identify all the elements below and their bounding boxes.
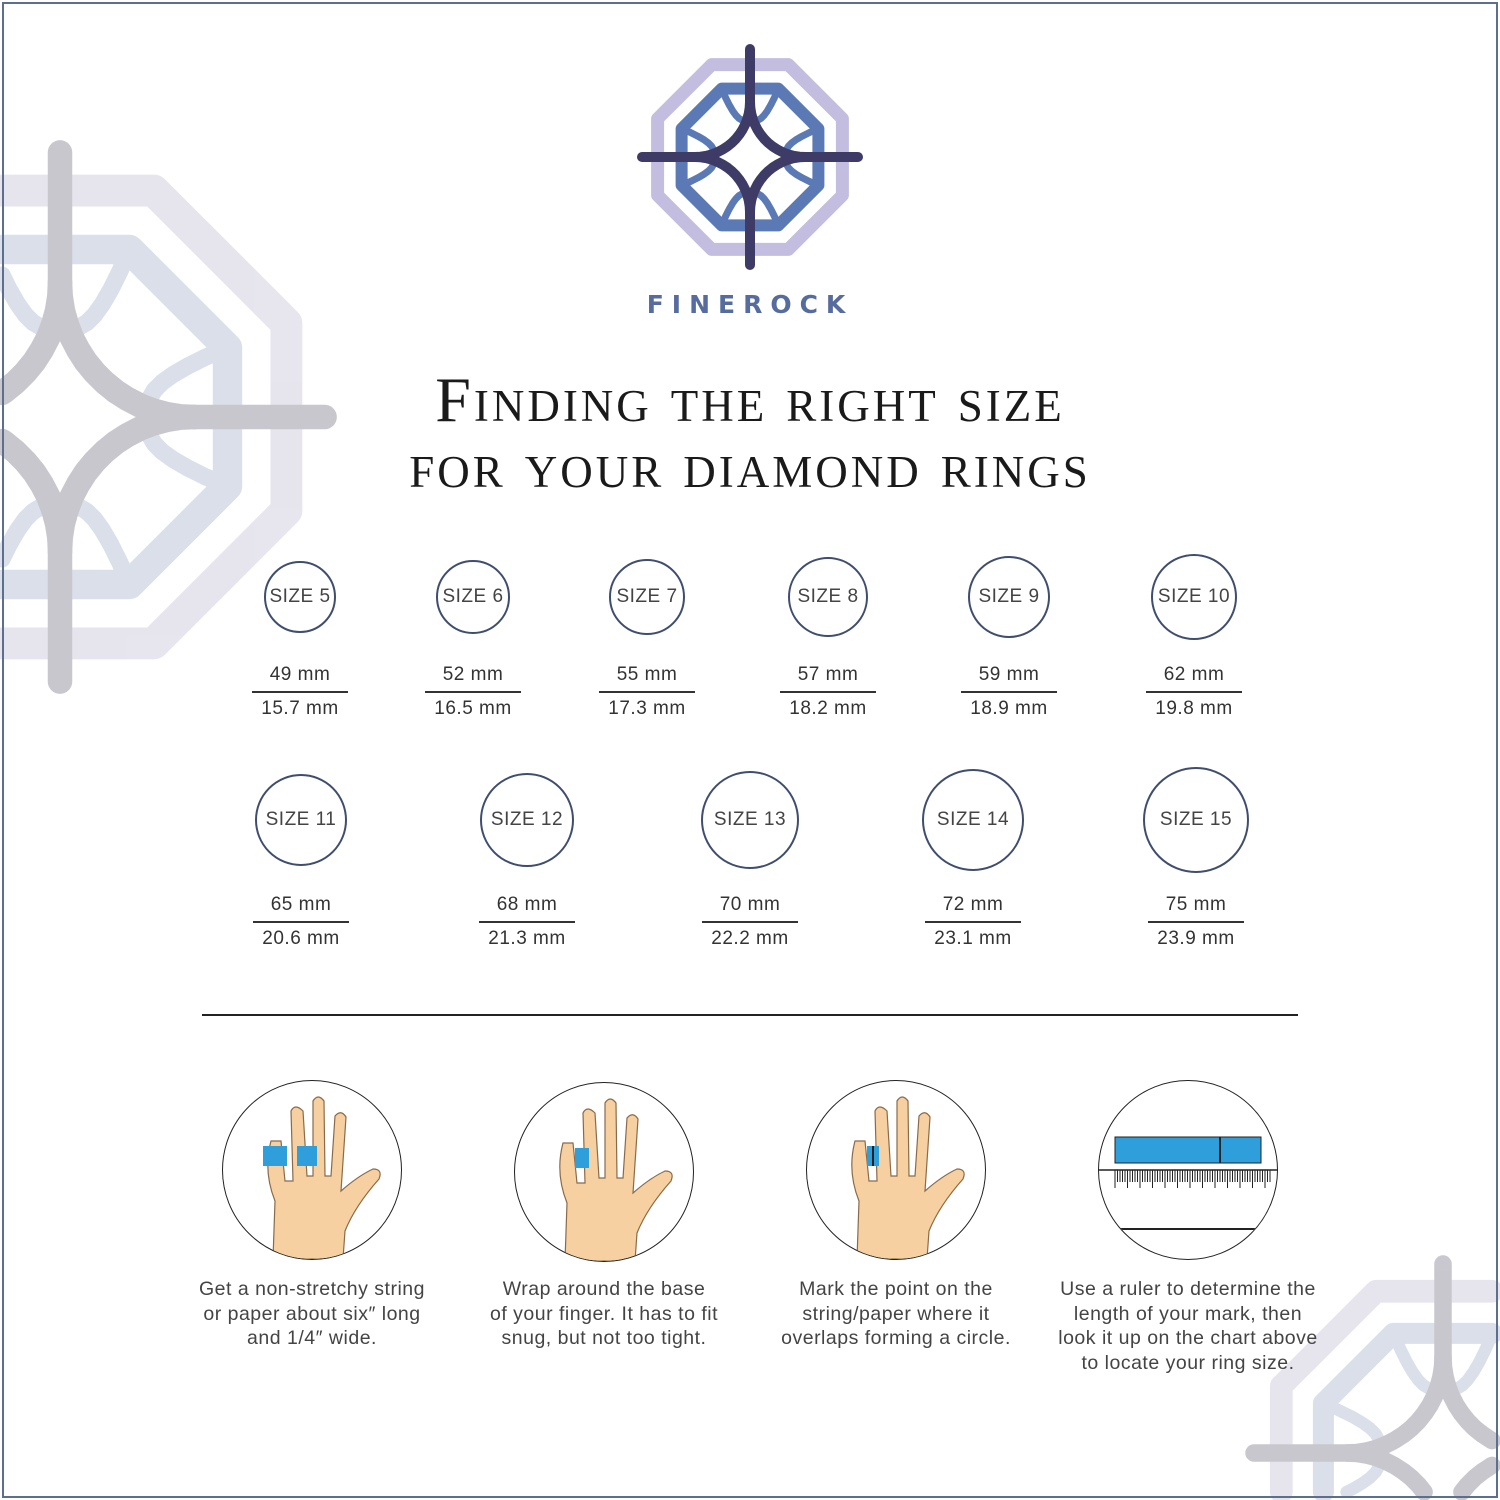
diameter: 18.2 mm [789, 698, 867, 719]
caption-line: Wrap around the base [502, 1278, 706, 1300]
step-caption: Use a ruler to determine the length of yo… [1038, 1277, 1338, 1375]
size-measurement: 62 mm 19.8 mm [1146, 664, 1242, 720]
step-caption: Get a non-stretchy string or paper about … [177, 1277, 447, 1351]
hand-with-paper-strip-icon [222, 1080, 402, 1260]
diameter: 23.1 mm [934, 928, 1012, 949]
section-divider [202, 1014, 1298, 1016]
ring-size-circle: SIZE 11 [255, 774, 347, 866]
size-measurement: 49 mm 15.7 mm [252, 664, 348, 720]
caption-line: length of your mark, then [1073, 1302, 1303, 1325]
caption-line: look it up on the chart above [1058, 1327, 1318, 1349]
size-measurement: 65 mm 20.6 mm [253, 894, 349, 950]
size-measurement: 55 mm 17.3 mm [599, 664, 695, 720]
caption-line: overlaps forming a circle. [781, 1327, 1011, 1349]
diameter: 21.3 mm [488, 928, 566, 949]
ring-size-circle: SIZE 15 [1143, 767, 1249, 873]
caption-line: Mark the point on the [799, 1278, 993, 1300]
circumference: 70 mm [702, 894, 798, 923]
size-label: SIZE 11 [265, 809, 337, 830]
size-label: SIZE 6 [442, 586, 504, 607]
size-measurement: 72 mm 23.1 mm [925, 894, 1021, 950]
circumference: 59 mm [961, 664, 1057, 693]
circumference: 62 mm [1146, 664, 1242, 693]
size-label: SIZE 15 [1159, 809, 1233, 830]
caption-line: or paper about six″ long [203, 1302, 421, 1325]
diameter: 15.7 mm [261, 698, 339, 719]
size-label: SIZE 9 [978, 586, 1040, 607]
caption-line: of your finger. It has to fit [489, 1302, 719, 1325]
circumference: 57 mm [780, 664, 876, 693]
caption-line: to locate your ring size. [1081, 1351, 1295, 1374]
size-label: SIZE 5 [269, 586, 331, 607]
circumference: 72 mm [925, 894, 1021, 923]
circumference: 68 mm [479, 894, 575, 923]
size-measurement: 52 mm 16.5 mm [425, 664, 521, 720]
ruler-icon [1098, 1080, 1278, 1260]
ring-size-circle: SIZE 9 [968, 556, 1050, 638]
caption-line: Use a ruler to determine the [1060, 1278, 1316, 1300]
hand-wrap-finger-icon [514, 1082, 694, 1262]
size-label: SIZE 10 [1157, 586, 1231, 607]
brand-name: FINEROCK [646, 290, 854, 319]
size-measurement: 59 mm 18.9 mm [961, 664, 1057, 720]
diameter: 23.9 mm [1157, 928, 1235, 949]
step-caption: Mark the point on the string/paper where … [761, 1277, 1031, 1351]
watermark-logo-bottom-right [1245, 1255, 1500, 1500]
caption-line: snug, but not too tight. [501, 1327, 707, 1349]
circumference: 65 mm [253, 894, 349, 923]
ring-size-circle: SIZE 10 [1151, 554, 1237, 640]
ring-size-circle: SIZE 7 [609, 559, 685, 635]
diameter: 20.6 mm [262, 928, 340, 949]
size-label: SIZE 13 [713, 809, 787, 830]
caption-line: Get a non-stretchy string [198, 1278, 425, 1300]
circumference: 75 mm [1148, 894, 1244, 923]
circumference: 55 mm [599, 664, 695, 693]
diameter: 17.3 mm [608, 698, 686, 719]
hand-mark-overlap-icon [806, 1080, 986, 1260]
diameter: 18.9 mm [970, 698, 1048, 719]
page-title-line-1: Finding the right size [435, 364, 1065, 435]
size-measurement: 57 mm 18.2 mm [780, 664, 876, 720]
finerock-logo-icon [637, 44, 863, 270]
circumference: 52 mm [425, 664, 521, 693]
watermark-logo-left [0, 140, 337, 694]
ring-size-circle: SIZE 6 [436, 560, 510, 634]
caption-line: and 1/4″ wide. [247, 1327, 377, 1349]
caption-line: string/paper where it [802, 1302, 990, 1325]
step-caption: Wrap around the base of your finger. It h… [469, 1277, 739, 1351]
size-measurement: 75 mm 23.9 mm [1148, 894, 1244, 950]
page-title-line-2: for your diamond rings [409, 430, 1091, 501]
size-measurement: 68 mm 21.3 mm [479, 894, 575, 950]
diameter: 19.8 mm [1155, 698, 1233, 719]
size-label: SIZE 7 [616, 586, 678, 607]
diameter: 22.2 mm [711, 928, 789, 949]
size-measurement: 70 mm 22.2 mm [702, 894, 798, 950]
size-label: SIZE 14 [936, 809, 1010, 830]
size-label: SIZE 12 [490, 809, 564, 830]
ring-size-circle: SIZE 14 [922, 769, 1024, 871]
ring-size-circle: SIZE 13 [701, 771, 799, 869]
ring-size-circle: SIZE 5 [264, 561, 336, 633]
ring-size-circle: SIZE 12 [480, 773, 574, 867]
ring-size-circle: SIZE 8 [788, 557, 868, 637]
circumference: 49 mm [252, 664, 348, 693]
diameter: 16.5 mm [434, 698, 512, 719]
size-label: SIZE 8 [797, 586, 859, 607]
